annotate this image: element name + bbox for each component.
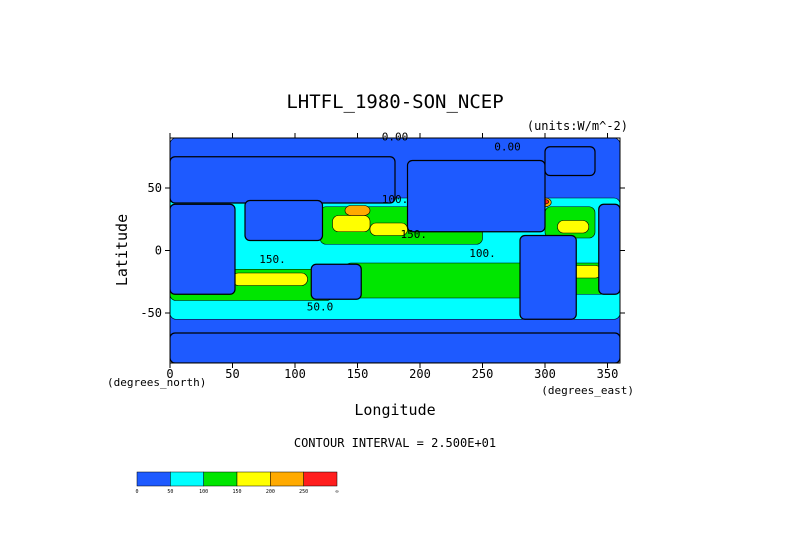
x-axis-ticks: 0 50 100 150 200 250 300 350: [166, 133, 618, 381]
field-region-13: [344, 205, 371, 216]
contour-label-0: 0.00: [382, 131, 409, 144]
x-tick-label-1: 50: [225, 367, 239, 381]
x-tick-label-7: 350: [597, 367, 619, 381]
colorbar-label-5: 250: [299, 489, 308, 495]
x-axis-unit: (degrees_east): [541, 384, 634, 397]
chart-title: LHTFL_1980-SON_NCEP: [286, 91, 503, 113]
colorbar-swatch-2: [203, 471, 238, 487]
colorbar-label-2: 100: [199, 489, 208, 495]
land-region-4: [170, 156, 396, 204]
land-region-6: [310, 263, 362, 300]
colorbar-label-0: 0: [135, 489, 138, 495]
colorbar: 0 50 100 150 200 250 ∞: [135, 471, 339, 495]
y-tick-label-0: 50: [148, 181, 162, 195]
colorbar-swatch-4: [270, 471, 304, 487]
land-region-3: [170, 203, 236, 295]
x-tick-label-4: 200: [409, 367, 431, 381]
units-label: (units:W/m^-2): [527, 119, 628, 133]
y-tick-label-1: 0: [155, 244, 162, 258]
contour-label-6: 50.0: [307, 301, 334, 314]
x-tick-label-6: 300: [534, 367, 556, 381]
contour-interval-label: CONTOUR INTERVAL = 2.500E+01: [294, 436, 496, 450]
colorbar-swatch-5: [303, 471, 338, 487]
contour-label-4: 100.: [469, 247, 496, 260]
colorbar-label-4: 200: [266, 489, 275, 495]
x-tick-label-2: 100: [284, 367, 306, 381]
field-region-4: [344, 262, 533, 299]
field-region-8: [232, 272, 308, 286]
land-region-2: [598, 203, 620, 295]
x-tick-label-5: 250: [472, 367, 494, 381]
x-tick-label-0: 0: [166, 367, 173, 381]
land-region-1: [519, 234, 577, 320]
contour-labels: 0.00 0.00 100. 150. 100. 150. 50.0: [259, 131, 521, 314]
land-region-0: [406, 159, 546, 233]
y-axis-unit: (degrees_north): [107, 376, 206, 389]
contour-label-3: 150.: [401, 228, 428, 241]
contour-label-5: 150.: [259, 253, 286, 266]
field-region-9: [332, 215, 371, 233]
colorbar-label-3: 150: [232, 489, 241, 495]
colorbar-label-1: 50: [167, 489, 173, 495]
colorbar-label-6: ∞: [335, 489, 338, 495]
colorbar-swatch-1: [170, 471, 204, 487]
land-region-8: [544, 146, 596, 177]
colorbar-swatch-0: [136, 471, 171, 487]
x-axis-label: Longitude: [354, 401, 435, 419]
plot-area: 0.00 0.00 100. 150. 100. 150. 50.0: [169, 131, 621, 364]
colorbar-swatch-3: [236, 471, 271, 487]
y-axis-ticks: 50 0 -50: [140, 181, 625, 320]
contour-label-2: 100.: [382, 193, 409, 206]
field-region-11: [557, 220, 590, 234]
y-tick-label-2: -50: [140, 306, 162, 320]
land-masks: [170, 146, 620, 363]
x-tick-label-3: 150: [347, 367, 369, 381]
y-axis-label: Latitude: [113, 214, 131, 286]
contour-label-1: 0.00: [494, 141, 521, 154]
land-region-7: [170, 332, 620, 363]
land-region-5: [244, 199, 324, 242]
